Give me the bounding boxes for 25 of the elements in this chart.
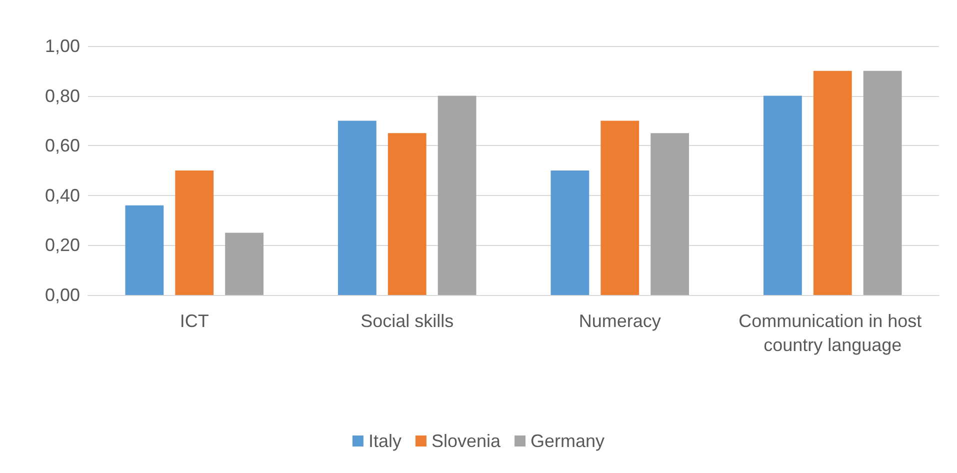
bar	[125, 205, 164, 295]
y-tick-label: 0,60	[44, 136, 80, 156]
y-tick-label: 0,80	[44, 86, 80, 106]
legend-label: Italy	[368, 431, 402, 451]
bar	[175, 170, 214, 295]
x-tick-label: ICT	[180, 311, 209, 331]
x-tick-label: Social skills	[360, 311, 454, 331]
x-tick-label: Numeracy	[578, 311, 661, 331]
bar	[338, 120, 376, 295]
bar	[813, 70, 852, 295]
y-tick-label: 0,40	[44, 185, 80, 206]
legend-label: Germany	[530, 431, 605, 451]
bar	[438, 96, 476, 295]
x-tick-label: Communication in host country language	[738, 311, 927, 355]
bar	[550, 170, 590, 295]
bar	[388, 133, 426, 295]
y-tick-label: 1,00	[44, 36, 80, 56]
y-tick-label: 0,20	[44, 235, 80, 256]
bar	[763, 96, 802, 295]
bar	[225, 232, 264, 295]
y-tick-label: 0,00	[44, 285, 80, 305]
bar	[863, 70, 902, 295]
bar	[600, 120, 640, 295]
legend-label: Slovenia	[431, 431, 502, 451]
bar	[650, 133, 690, 295]
